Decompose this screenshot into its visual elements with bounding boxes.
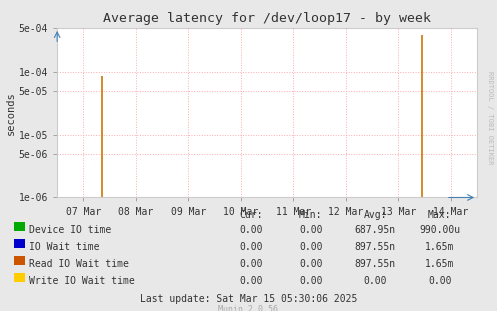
- Text: Last update: Sat Mar 15 05:30:06 2025: Last update: Sat Mar 15 05:30:06 2025: [140, 294, 357, 304]
- Title: Average latency for /dev/loop17 - by week: Average latency for /dev/loop17 - by wee…: [103, 12, 431, 26]
- Y-axis label: seconds: seconds: [6, 91, 16, 135]
- Text: 0.00: 0.00: [239, 225, 263, 235]
- Text: 0.00: 0.00: [299, 242, 323, 252]
- Text: 0.00: 0.00: [239, 276, 263, 286]
- Text: RRDTOOL / TOBI OETIKER: RRDTOOL / TOBI OETIKER: [487, 72, 493, 165]
- Text: 1.65m: 1.65m: [425, 259, 455, 269]
- Text: 0.00: 0.00: [299, 259, 323, 269]
- Text: Read IO Wait time: Read IO Wait time: [29, 259, 129, 269]
- Text: Min:: Min:: [299, 210, 323, 220]
- Text: 897.55n: 897.55n: [355, 242, 396, 252]
- Text: 0.00: 0.00: [239, 242, 263, 252]
- Text: Avg:: Avg:: [363, 210, 387, 220]
- Text: 1.65m: 1.65m: [425, 242, 455, 252]
- Text: Munin 2.0.56: Munin 2.0.56: [219, 305, 278, 311]
- Text: Cur:: Cur:: [239, 210, 263, 220]
- Text: 0.00: 0.00: [239, 259, 263, 269]
- Text: Device IO time: Device IO time: [29, 225, 111, 235]
- Text: Write IO Wait time: Write IO Wait time: [29, 276, 135, 286]
- Text: 0.00: 0.00: [363, 276, 387, 286]
- Text: Max:: Max:: [428, 210, 452, 220]
- Text: 990.00u: 990.00u: [419, 225, 460, 235]
- Text: 0.00: 0.00: [428, 276, 452, 286]
- Text: 0.00: 0.00: [299, 276, 323, 286]
- Text: 687.95n: 687.95n: [355, 225, 396, 235]
- Text: 0.00: 0.00: [299, 225, 323, 235]
- Text: 897.55n: 897.55n: [355, 259, 396, 269]
- Text: IO Wait time: IO Wait time: [29, 242, 99, 252]
